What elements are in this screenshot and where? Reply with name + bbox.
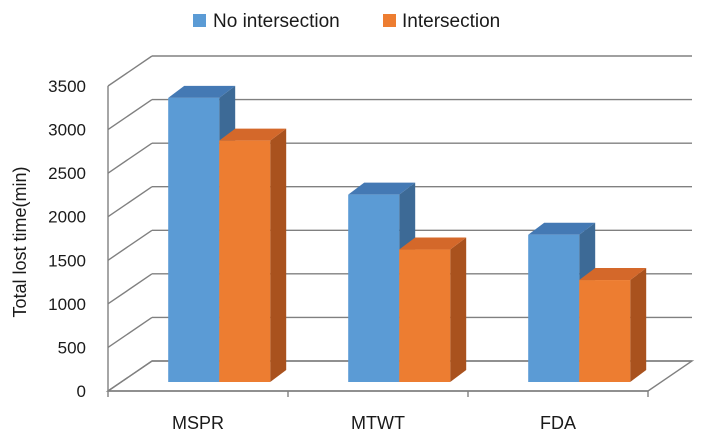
legend-item: No intersection bbox=[193, 11, 340, 32]
bar-top bbox=[348, 182, 416, 195]
y-tick-labels: 0 500 1000 1500 2000 2500 3000 3500 bbox=[48, 77, 86, 401]
y-tick-label: 3000 bbox=[48, 121, 86, 140]
gridline-side bbox=[107, 142, 153, 174]
y-tick-label: 1500 bbox=[48, 251, 86, 270]
gridline-side bbox=[107, 316, 153, 349]
bar-front bbox=[528, 234, 580, 382]
bar bbox=[399, 237, 467, 382]
bars bbox=[168, 85, 647, 383]
bar-front bbox=[168, 97, 220, 383]
legend-swatch bbox=[193, 14, 206, 27]
x-tick-label: MSPR bbox=[172, 413, 224, 433]
legend-label: No intersection bbox=[213, 11, 340, 32]
y-tick-label: 3500 bbox=[48, 77, 86, 96]
bar-side bbox=[630, 268, 647, 382]
gridline-side bbox=[107, 55, 153, 87]
bar-front bbox=[579, 280, 631, 382]
gridline-side bbox=[107, 98, 153, 131]
legend: No intersection Intersection bbox=[193, 11, 500, 32]
x-tick-label: MTWT bbox=[351, 413, 405, 433]
axes bbox=[107, 86, 649, 397]
gridline-side bbox=[107, 229, 153, 261]
legend-item: Intersection bbox=[383, 11, 500, 32]
bar-top bbox=[168, 85, 236, 98]
y-tick-label: 500 bbox=[58, 338, 86, 357]
bar-top bbox=[579, 268, 647, 281]
bar-front bbox=[348, 194, 400, 382]
y-axis-label: Total lost time(min) bbox=[10, 166, 30, 317]
legend-label: Intersection bbox=[402, 11, 500, 32]
legend-swatch bbox=[383, 14, 396, 27]
y-tick-label: 1000 bbox=[48, 295, 86, 314]
y-tick-label: 0 bbox=[77, 382, 86, 401]
gridline-side bbox=[107, 186, 153, 218]
x-tick-labels: MSPR MTWT FDA bbox=[172, 413, 576, 433]
bar-top bbox=[399, 237, 467, 250]
bar bbox=[579, 268, 647, 382]
y-tick-label: 2000 bbox=[48, 208, 86, 227]
y-tick-label: 2500 bbox=[48, 164, 86, 183]
bar-side bbox=[450, 237, 467, 382]
bar-top bbox=[219, 128, 287, 141]
bar-front bbox=[399, 249, 451, 382]
x-tick-label: FDA bbox=[540, 413, 576, 433]
gridline-side bbox=[107, 273, 153, 305]
bar-top bbox=[528, 222, 596, 235]
gridline-side bbox=[107, 360, 153, 392]
bar-front bbox=[219, 140, 271, 382]
bar bbox=[219, 128, 287, 382]
bar-side bbox=[270, 128, 287, 382]
